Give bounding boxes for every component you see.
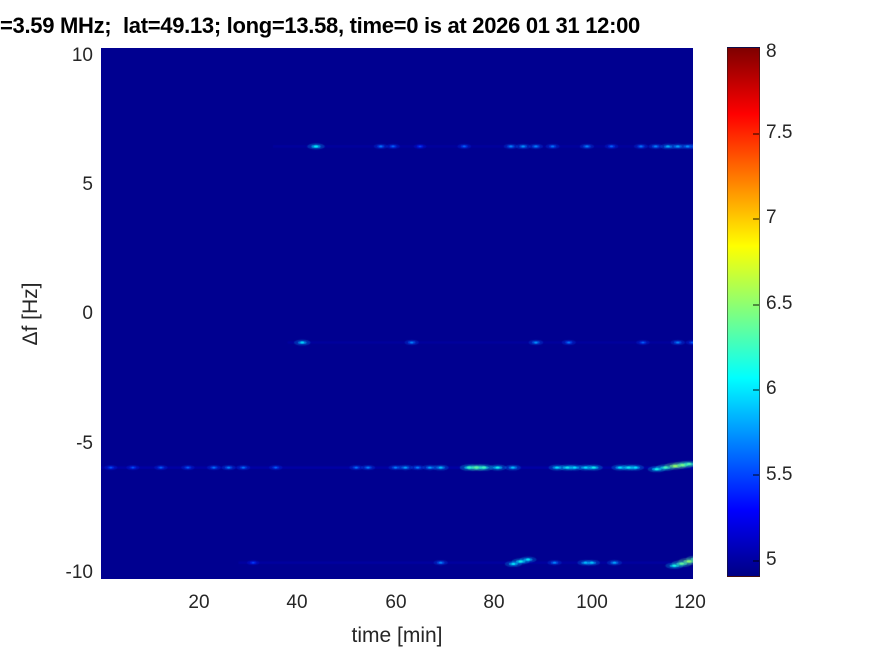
colorbar-tick-label: 6.5 (766, 293, 793, 314)
x-tick-label: 40 (286, 592, 308, 613)
colorbar-tick-label: 8 (766, 41, 777, 62)
colorbar-tick (753, 474, 759, 476)
heatmap-canvas (101, 48, 693, 579)
x-tick-label: 120 (674, 592, 706, 613)
y-tick-label: 5 (82, 174, 93, 195)
colorbar-tick-label: 7 (766, 207, 777, 228)
colorbar-tick (753, 304, 759, 306)
colorbar-tick-label: 7.5 (766, 122, 793, 143)
figure-title: =3.59 MHz; lat=49.13; long=13.58, time=0… (0, 13, 640, 38)
colorbar-tick (753, 560, 759, 562)
colorbar-tick-label: 5 (766, 549, 777, 570)
colorbar-tick (753, 389, 759, 391)
colorbar (727, 47, 760, 577)
x-tick-label: 20 (188, 592, 210, 613)
x-tick-label: 60 (385, 592, 407, 613)
y-tick-label: -10 (65, 562, 93, 583)
colorbar-tick-label: 6 (766, 378, 777, 399)
x-tick-label: 100 (576, 592, 608, 613)
y-tick-label: -5 (76, 433, 93, 454)
y-tick-label: 0 (82, 303, 93, 324)
y-tick-label: 10 (71, 45, 93, 66)
colorbar-tick (753, 133, 759, 135)
x-tick-label: 80 (483, 592, 505, 613)
x-axis-label: time [min] (351, 624, 443, 647)
colorbar-tick (753, 218, 759, 220)
colorbar-tick-label: 5.5 (766, 464, 793, 485)
y-axis-label: Δf [Hz] (19, 282, 42, 346)
